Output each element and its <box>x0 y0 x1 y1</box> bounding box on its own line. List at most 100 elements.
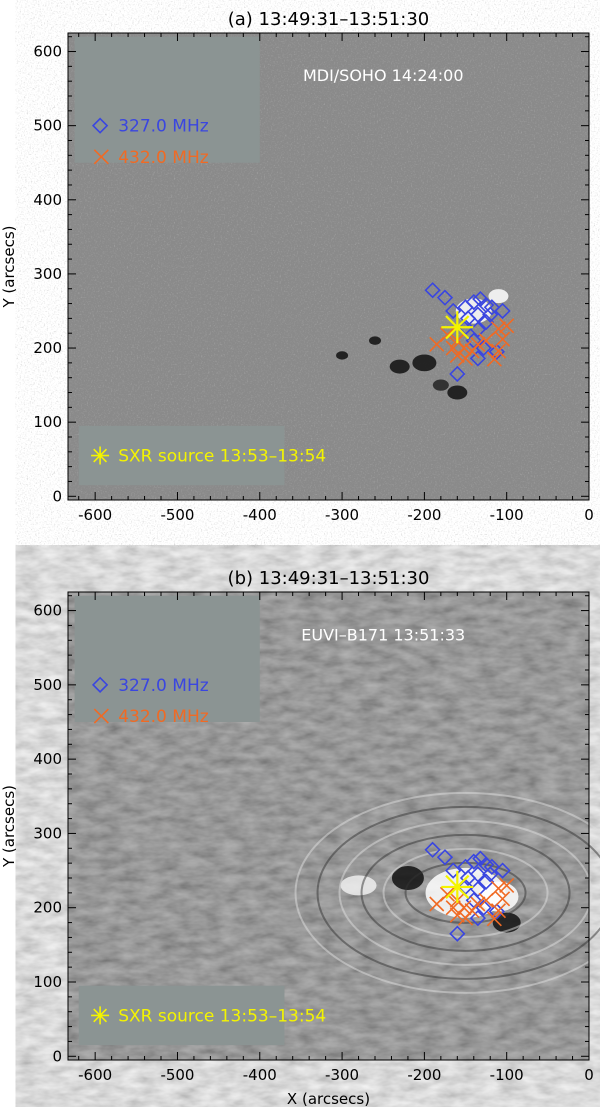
data-point-327mhz <box>465 853 482 870</box>
data-point-327mhz <box>469 909 487 927</box>
data-point-432mhz <box>457 910 474 926</box>
sxr-label: SXR source 13:53–13:54 <box>118 1006 326 1026</box>
data-point-327mhz <box>483 299 501 316</box>
panel-a: 327.0 MHz 432.0 MHz SXR source 13:53–13:54… <box>0 9 594 524</box>
data-point-432mhz <box>499 318 515 334</box>
data-point-432mhz <box>439 886 455 902</box>
y-tick-label: 500 <box>33 117 62 135</box>
x-tick-label: -500 <box>160 506 194 524</box>
magnetic-feature <box>488 289 509 304</box>
data-point-432mhz <box>490 903 507 919</box>
x-tick-label: -400 <box>243 506 277 524</box>
y-tick-label: 100 <box>33 973 62 991</box>
data-point-327mhz <box>482 866 499 883</box>
legend-diamond-icon <box>91 676 109 693</box>
data-point-432mhz <box>445 900 461 916</box>
coronal-loop <box>360 833 571 952</box>
x-axis-label: X (arcsecs) <box>287 1090 370 1108</box>
y-tick-label: 600 <box>33 602 62 620</box>
y-tick-label: 500 <box>33 676 62 694</box>
y-tick-label: 200 <box>33 339 62 357</box>
legend-label-327: 327.0 MHz <box>118 117 209 137</box>
data-point-327mhz <box>436 849 454 866</box>
data-point-432mhz <box>495 331 511 347</box>
data-point-327mhz <box>488 903 505 920</box>
data-point-432mhz <box>490 880 507 896</box>
y-axis-label: Y (arcsecs) <box>0 785 18 868</box>
legend-x-icon <box>93 149 109 165</box>
coronal-loop <box>294 791 600 994</box>
magnetic-feature <box>369 336 382 345</box>
legend-label-432: 432.0 MHz <box>118 707 209 727</box>
data-point-327mhz <box>449 925 466 942</box>
coronal-loop <box>382 847 549 938</box>
sxr-label-box <box>78 985 285 1046</box>
data-point-432mhz <box>490 343 507 359</box>
plot-frame <box>67 591 590 1061</box>
data-point-327mhz <box>488 343 505 360</box>
magnetic-feature <box>412 354 437 372</box>
data-point-sxr <box>441 870 474 903</box>
euv-feature <box>340 875 377 896</box>
data-point-327mhz <box>494 862 511 879</box>
magnetic-feature <box>389 359 410 374</box>
sxr-star-icon <box>91 446 110 465</box>
sxr-label: SXR source 13:53–13:54 <box>118 447 326 467</box>
y-axis-label: Y (arcsecs) <box>0 225 18 308</box>
legend-diamond-icon <box>91 117 109 134</box>
data-point-432mhz <box>445 340 461 356</box>
y-tick-label: 0 <box>52 1047 62 1065</box>
data-point-327mhz <box>465 293 482 311</box>
data-point-432mhz <box>486 911 502 927</box>
data-point-327mhz <box>477 313 495 331</box>
panel-b: 327.0 MHz 432.0 MHz SXR source 13:53–13:54… <box>0 568 600 1108</box>
data-point-327mhz <box>445 862 462 879</box>
x-tick-label: -100 <box>490 506 524 524</box>
y-tick-label: 400 <box>33 750 62 768</box>
euv-feature <box>391 866 424 890</box>
x-tick-label: 0 <box>584 506 594 524</box>
x-tick-label: -200 <box>407 1066 441 1084</box>
y-tick-label: 300 <box>33 824 62 842</box>
data-point-432mhz <box>457 350 474 366</box>
legend-label-432: 432.0 MHz <box>118 148 209 168</box>
y-tick-label: 600 <box>33 43 62 61</box>
data-point-432mhz <box>495 891 511 907</box>
coronal-loop <box>316 805 600 980</box>
x-tick-label: -600 <box>78 506 112 524</box>
sxr-label-box <box>78 425 285 486</box>
data-point-327mhz <box>477 873 495 890</box>
x-tick-label: 0 <box>584 1066 594 1084</box>
data-point-327mhz <box>449 365 466 383</box>
series-x <box>429 318 515 367</box>
coronal-loop <box>338 819 593 966</box>
data-point-432mhz <box>470 896 486 912</box>
magnetic-feature <box>336 351 349 360</box>
image-label: MDI/SOHO 14:24:00 <box>303 66 464 85</box>
x-tick-label: -300 <box>325 506 359 524</box>
y-tick-label: 0 <box>52 487 62 505</box>
data-point-327mhz <box>469 350 487 367</box>
y-tick-label: 100 <box>33 413 62 431</box>
y-tick-label: 300 <box>33 265 62 283</box>
legend-x-icon <box>93 708 109 724</box>
legend-label-327: 327.0 MHz <box>118 676 209 696</box>
x-tick-label: -600 <box>78 1066 112 1084</box>
y-tick-label: 200 <box>33 899 62 917</box>
series-star <box>441 870 474 903</box>
data-point-432mhz <box>486 351 502 367</box>
data-point-432mhz <box>490 321 507 337</box>
data-point-327mhz <box>483 858 501 875</box>
sxr-star-icon <box>91 1006 110 1025</box>
legend-box <box>74 36 260 163</box>
panel-title: (b) 13:49:31–13:51:30 <box>228 568 430 589</box>
active-region <box>294 791 600 994</box>
image-label: EUVI–B171 13:51:33 <box>301 625 465 644</box>
x-tick-label: -100 <box>490 1066 524 1084</box>
plot-frame <box>67 32 590 501</box>
data-point-327mhz <box>459 869 477 887</box>
coronal-loop <box>404 861 527 924</box>
data-point-327mhz <box>424 841 441 858</box>
legend-box <box>74 595 260 722</box>
data-point-327mhz <box>459 310 477 327</box>
